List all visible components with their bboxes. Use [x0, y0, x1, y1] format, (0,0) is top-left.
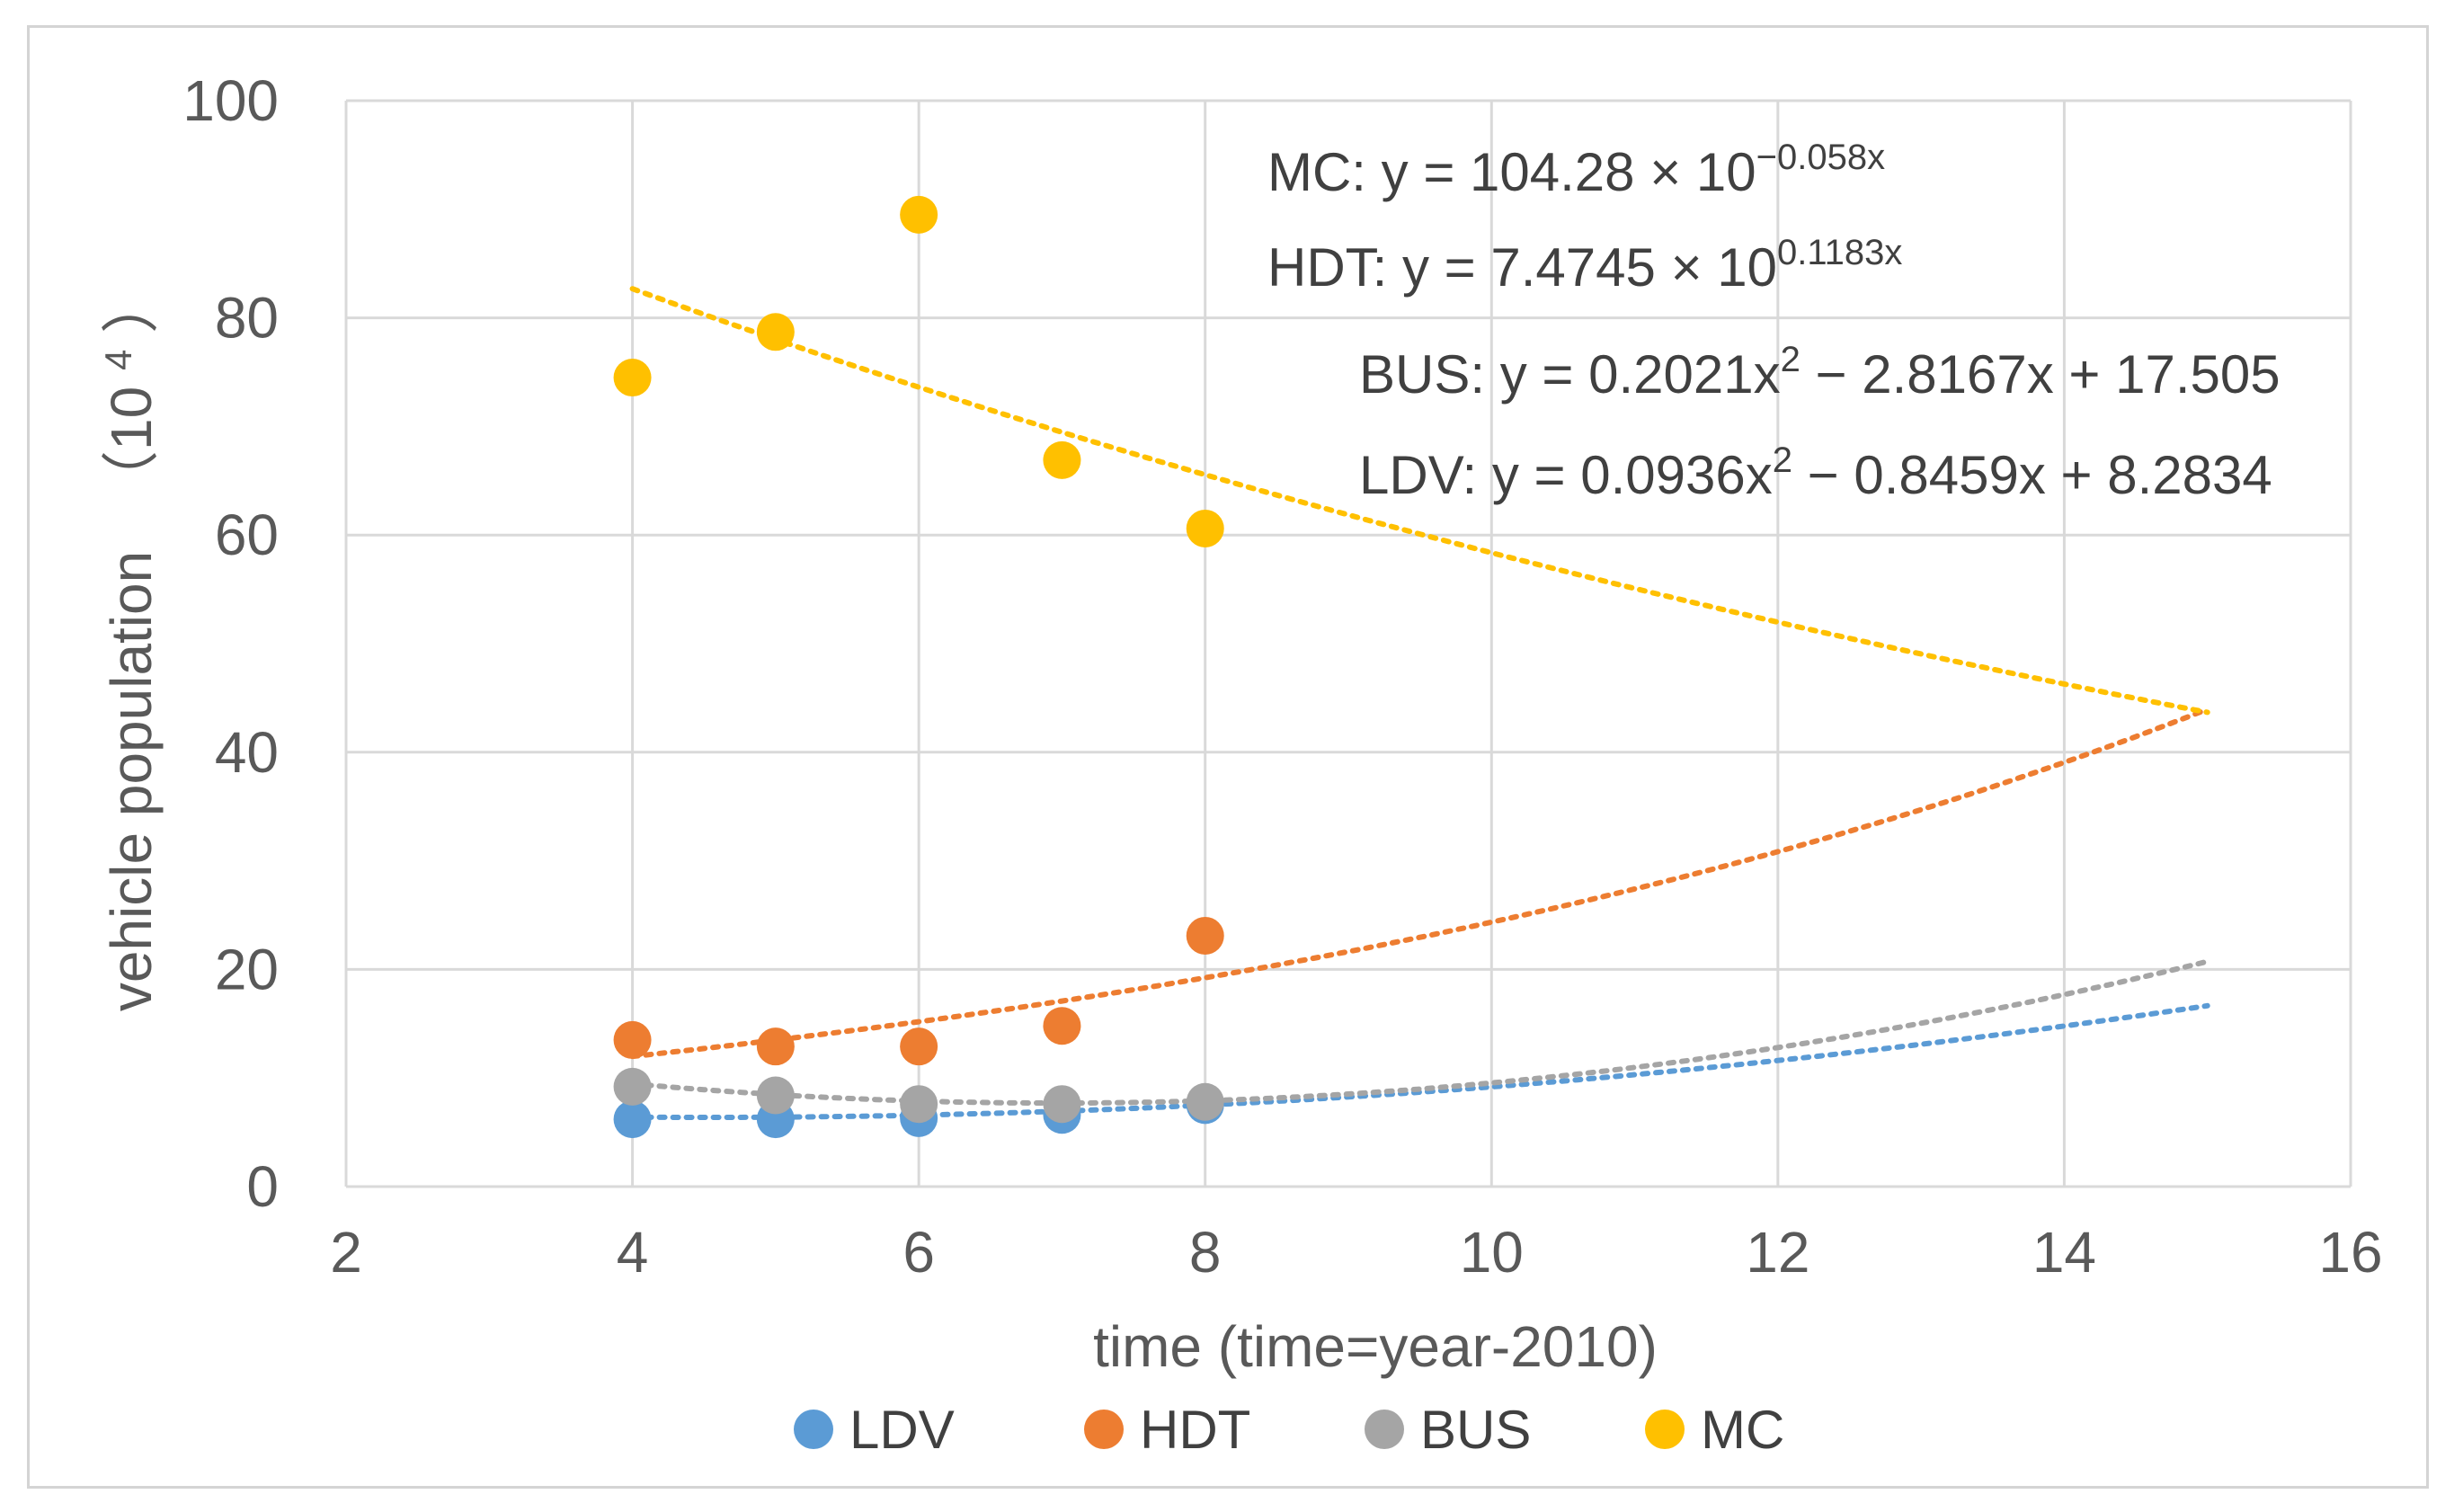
y-tick-label: 40: [215, 720, 279, 785]
trendline-bus: [629, 958, 2210, 1107]
point-bus: [900, 1085, 938, 1124]
equation-hdt: HDT: y = 7.4745 × 100.1183x: [1267, 233, 1902, 298]
point-mc: [613, 359, 652, 397]
equation-mc-exponent: −0.058x: [1756, 138, 1885, 177]
equation-ldv-tail: − 0.8459x + 8.2834: [1792, 445, 2272, 505]
trendlines: [629, 286, 2210, 1120]
legend-label-hdt: HDT: [1140, 1400, 1250, 1460]
point-bus: [1186, 1082, 1224, 1121]
point-ldv: [613, 1100, 652, 1139]
y-axis-unit-close: ）: [99, 276, 164, 334]
chart-frame: [27, 25, 2429, 1489]
point-mc: [900, 195, 938, 234]
tick-labels: 2 4 6 8 10 12 14 16 0 20 40 60 80 100: [182, 68, 2382, 1285]
y-axis-title: vehicle population （10 4 ）: [79, 276, 164, 1011]
y-tick-label: 100: [182, 68, 279, 133]
point-mc: [1043, 440, 1081, 479]
point-hdt: [900, 1027, 938, 1066]
point-hdt: [756, 1027, 795, 1066]
x-tick-label: 10: [1460, 1220, 1524, 1285]
point-hdt: [1186, 916, 1224, 955]
gridlines: [344, 99, 2352, 1188]
x-tick-label: 14: [2032, 1220, 2096, 1285]
equation-bus-tail: − 2.8167x + 17.505: [1800, 344, 2281, 405]
legend-marker-bus: [1365, 1410, 1404, 1449]
data-points: [613, 195, 1224, 1139]
x-tick-label: 2: [330, 1220, 362, 1285]
x-tick-label: 6: [902, 1220, 935, 1285]
point-hdt: [1043, 1007, 1081, 1045]
point-bus: [756, 1076, 795, 1115]
y-axis-title-text: vehicle population: [99, 551, 164, 1011]
x-tick-label: 8: [1189, 1220, 1222, 1285]
legend-marker-ldv: [794, 1410, 833, 1449]
y-tick-label: 80: [215, 286, 279, 351]
x-tick-label: 12: [1746, 1220, 1809, 1285]
y-axis-unit-base: （10: [99, 387, 164, 508]
point-hdt: [613, 1020, 652, 1059]
equation-hdt-exponent: 0.1183x: [1777, 233, 1902, 272]
point-mc: [756, 313, 795, 351]
legend-label-ldv: LDV: [849, 1400, 955, 1460]
y-tick-label: 60: [215, 503, 279, 567]
x-tick-label: 16: [2318, 1220, 2382, 1285]
equation-ldv-base: LDV: y = 0.0936x: [1359, 445, 1773, 505]
svg-text:vehicle population （10: vehicle population （10 4 ）: [79, 276, 164, 1011]
equation-bus-base: BUS: y = 0.2021x: [1359, 344, 1781, 405]
point-bus: [613, 1067, 652, 1106]
trendline-hdt: [629, 706, 2210, 1060]
point-mc: [1186, 509, 1224, 547]
legend-marker-mc: [1645, 1410, 1685, 1449]
x-tick-label: 4: [617, 1220, 649, 1285]
trendline-ldv: [629, 1002, 2210, 1120]
equation-ldv-exponent: 2: [1773, 440, 1792, 480]
legend: LDV HDT BUS MC: [794, 1400, 1784, 1460]
equation-hdt-base: HDT: y = 7.4745 × 10: [1267, 237, 1777, 298]
equation-bus-exponent: 2: [1781, 340, 1800, 379]
x-axis-title: time (time=year-2010): [1093, 1314, 1658, 1379]
y-tick-label: 0: [246, 1154, 279, 1219]
equation-annotations: MC: y = 104.28 × 10−0.058x HDT: y = 7.47…: [1267, 138, 2281, 505]
legend-label-mc: MC: [1701, 1400, 1784, 1460]
equation-mc: MC: y = 104.28 × 10−0.058x: [1267, 138, 1885, 202]
equation-bus: BUS: y = 0.2021x2 − 2.8167x + 17.505: [1359, 340, 2281, 405]
legend-label-bus: BUS: [1420, 1400, 1531, 1460]
y-tick-label: 20: [215, 937, 279, 1001]
point-bus: [1043, 1085, 1081, 1124]
trendline-mc: [629, 286, 2210, 716]
legend-marker-hdt: [1084, 1410, 1124, 1449]
y-axis-unit-exponent: 4: [97, 350, 139, 370]
equation-mc-base: MC: y = 104.28 × 10: [1267, 142, 1756, 202]
equation-ldv: LDV: y = 0.0936x2 − 0.8459x + 8.2834: [1359, 440, 2272, 505]
